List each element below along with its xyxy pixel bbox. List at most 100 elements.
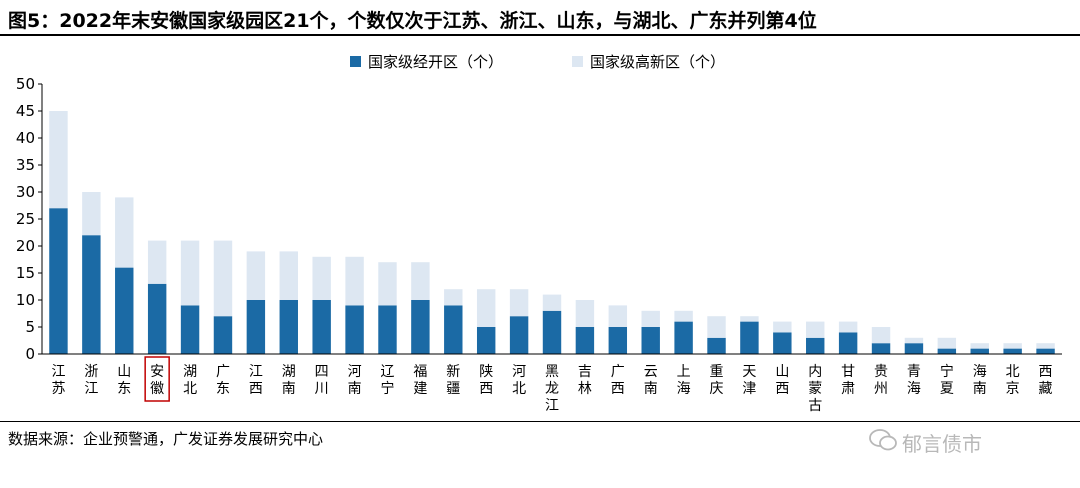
bar-econ — [509, 316, 529, 354]
legend: 国家级经开区（个） 国家级高新区（个） — [350, 53, 725, 71]
x-tick-label: 山东 — [117, 364, 131, 397]
x-tick-label: 山西 — [775, 364, 789, 397]
y-tick-label: 15 — [16, 264, 35, 282]
bar-econ — [970, 348, 989, 354]
bar-econ — [838, 332, 858, 354]
bar-hightech — [378, 262, 397, 306]
x-tick-label-text: 陕西 — [479, 364, 493, 397]
x-tick-label-text: 黑龙江 — [545, 364, 559, 414]
x-tick-label: 西藏 — [1039, 364, 1053, 397]
bar-hightech — [937, 337, 957, 349]
x-tick-label: 海南 — [973, 364, 987, 397]
bar-econ — [806, 337, 825, 354]
bar-econ — [246, 300, 266, 354]
y-tick-label: 30 — [16, 183, 35, 201]
x-tick-label: 青海 — [907, 364, 921, 397]
bar-econ — [82, 235, 101, 354]
x-tick-label: 内蒙古 — [808, 364, 822, 414]
bar-hightech — [608, 305, 628, 327]
bar-econ — [345, 305, 364, 354]
highlight-box — [144, 356, 170, 402]
y-tick-label: 20 — [16, 237, 35, 255]
y-tick-label: 5 — [25, 318, 35, 336]
bar-hightech — [806, 321, 825, 338]
legend-swatch-hightech — [572, 56, 583, 67]
bar-econ — [476, 327, 496, 354]
bar-hightech — [674, 310, 693, 322]
bar-hightech — [476, 289, 496, 327]
x-tick-label: 江西 — [249, 364, 263, 397]
x-tick-label-text: 河北 — [512, 364, 526, 397]
x-tick-label-text: 安徽 — [150, 364, 164, 397]
bar-hightech — [312, 256, 331, 300]
x-tick-label-text: 四川 — [315, 364, 329, 397]
bar-hightech — [509, 289, 529, 317]
bar-hightech — [49, 111, 68, 209]
bar-hightech — [115, 197, 134, 268]
x-tick-label: 浙江 — [84, 364, 98, 397]
footer-rule — [0, 421, 1080, 422]
bar-hightech — [444, 289, 463, 306]
y-tick-label: 50 — [16, 75, 35, 93]
x-tick-label-text: 内蒙古 — [808, 364, 822, 414]
bar-econ — [641, 327, 660, 354]
bar-hightech — [904, 337, 924, 344]
x-tick-label-text: 山西 — [775, 364, 789, 397]
bar-hightech — [213, 240, 233, 317]
x-tick-label-text: 重庆 — [710, 364, 724, 397]
x-tick-label-text: 浙江 — [84, 364, 98, 397]
bar-econ — [608, 327, 628, 354]
bar-econ — [707, 337, 726, 354]
x-tick-label-text: 江西 — [249, 364, 263, 397]
bar-econ — [49, 208, 68, 354]
x-tick-label-text: 山东 — [117, 364, 131, 397]
x-tick-label: 云南 — [644, 364, 658, 397]
x-tick-label: 四川 — [315, 364, 329, 397]
figure-title: 图5：2022年末安徽国家级园区21个，个数仅次于江苏、浙江、山东，与湖北、广东… — [8, 10, 817, 32]
x-tick-label-text: 湖北 — [183, 364, 197, 397]
watermark-text: 郁言债市 — [902, 432, 982, 456]
source-note: 数据来源：企业预警通，广发证券发展研究中心 — [8, 430, 324, 448]
bar-econ — [378, 305, 397, 354]
x-tick-label: 吉林 — [578, 364, 592, 397]
x-tick-label: 陕西 — [479, 364, 493, 397]
x-tick-label: 新疆 — [446, 364, 460, 397]
y-tick-label: 0 — [25, 345, 35, 363]
x-tick-label: 黑龙江 — [545, 364, 559, 414]
bar-hightech — [180, 240, 200, 306]
bar-hightech — [1003, 343, 1022, 349]
x-tick-label-text: 北京 — [1006, 364, 1020, 397]
bar-hightech — [1036, 343, 1055, 349]
x-tick-label-text: 河南 — [348, 364, 362, 397]
x-tick-label: 河南 — [348, 364, 362, 397]
x-tick-label: 湖北 — [183, 364, 197, 397]
bar-econ — [1003, 348, 1022, 354]
x-tick-label-text: 天津 — [742, 364, 756, 397]
x-tick-label: 北京 — [1006, 364, 1020, 397]
bar-hightech — [707, 316, 726, 338]
x-tick-label-text: 贵州 — [874, 364, 888, 397]
x-tick-label: 贵州 — [874, 364, 888, 397]
bar-hightech — [773, 321, 792, 333]
x-tick-label-text: 西藏 — [1039, 364, 1053, 397]
bar-econ — [871, 343, 891, 354]
x-tick-label-text: 甘肃 — [841, 364, 855, 397]
x-tick-label-text: 广西 — [611, 364, 625, 397]
x-tick-label-text: 青海 — [907, 364, 921, 397]
x-tick-label: 广东 — [216, 364, 230, 397]
bar-econ — [740, 321, 759, 354]
bar-econ — [542, 310, 562, 354]
legend-label-hightech: 国家级高新区（个） — [590, 53, 725, 71]
bar-hightech — [411, 262, 430, 300]
title-rule — [0, 34, 1080, 36]
bar-hightech — [82, 192, 101, 236]
bar-econ — [444, 305, 463, 354]
bar-hightech — [575, 300, 595, 327]
x-tick-label-text: 宁夏 — [940, 363, 954, 397]
x-tick-label: 江苏 — [51, 364, 65, 397]
bar-econ — [674, 321, 693, 354]
x-tick-label: 宁夏 — [940, 363, 954, 397]
y-tick-label: 45 — [16, 102, 35, 120]
bar-hightech — [838, 321, 858, 333]
